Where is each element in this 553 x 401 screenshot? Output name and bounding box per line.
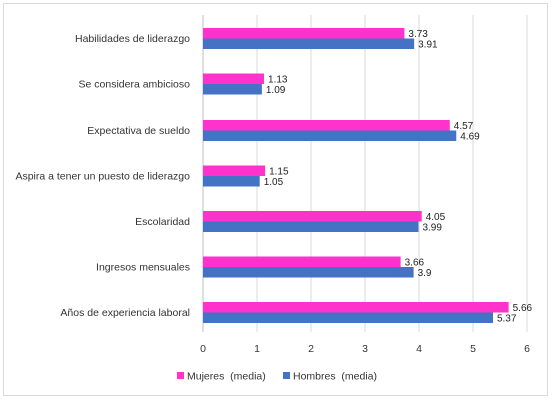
- legend-label: Hombres (media): [293, 371, 377, 383]
- bar-hombres: [203, 38, 415, 49]
- bar-hombres: [203, 130, 457, 141]
- bar-mujeres: [203, 211, 422, 222]
- legend-item-hombres: Hombres (media): [283, 371, 377, 383]
- data-label: 5.66: [513, 303, 533, 314]
- bar-mujeres: [203, 73, 265, 84]
- bar-hombres: [203, 267, 414, 278]
- data-label: 4.69: [460, 132, 480, 143]
- x-tick-label: 4: [416, 343, 422, 355]
- category-label: Habilidades de liderazgo: [75, 33, 190, 45]
- bar-mujeres: [203, 165, 266, 176]
- data-label: 1.05: [264, 177, 284, 188]
- bar-hombres: [203, 312, 493, 323]
- category-label: Escolaridad: [135, 216, 190, 228]
- data-label: 1.13: [268, 75, 288, 86]
- bar-mujeres: [203, 302, 509, 313]
- legend-label: Mujeres (media): [187, 371, 266, 383]
- x-tick-label: 3: [362, 343, 368, 355]
- data-label: 4.05: [426, 212, 446, 223]
- x-tick-label: 1: [254, 343, 260, 355]
- bar-hombres: [203, 221, 419, 232]
- data-label: 5.37: [497, 314, 517, 325]
- legend-item-mujeres: Mujeres (media): [177, 371, 266, 383]
- data-label: 3.73: [408, 29, 428, 40]
- label-layer: 0 1 2 3 4 5 6 Habilidades de liderazgo 3.733.91 S…: [15, 29, 532, 355]
- category-label: Años de experiencia laboral: [60, 307, 190, 319]
- chart-frame: [3, 3, 548, 396]
- legend-swatch: [283, 372, 290, 379]
- data-label: 3.99: [422, 223, 442, 234]
- category-label: Ingresos mensuales: [96, 262, 190, 274]
- data-label: 1.15: [269, 167, 289, 178]
- x-tick-label: 6: [524, 343, 530, 355]
- category-label: Expectativa de sueldo: [87, 125, 190, 137]
- bar-mujeres: [203, 120, 450, 131]
- bar-mujeres: [203, 28, 405, 39]
- grid-layer: [202, 15, 528, 332]
- legend-swatch: [177, 372, 184, 379]
- data-label: 1.09: [266, 85, 286, 96]
- data-label: 3.91: [418, 40, 438, 51]
- data-label: 4.57: [454, 121, 474, 132]
- category-label: Aspira a tener un puesto de liderazgo: [15, 171, 190, 183]
- data-label: 3.9: [418, 268, 432, 279]
- x-tick-label: 5: [470, 343, 476, 355]
- bar-hombres: [203, 176, 260, 187]
- category-label: Se considera ambicioso: [79, 79, 191, 91]
- x-tick-label: 0: [200, 343, 206, 355]
- bar-hombres: [203, 84, 262, 95]
- legend: Mujeres (media) Hombres (media): [177, 371, 377, 383]
- bar-mujeres: [203, 256, 401, 267]
- x-tick-label: 2: [308, 343, 314, 355]
- bar-layer: [203, 28, 509, 323]
- data-label: 3.66: [405, 258, 425, 269]
